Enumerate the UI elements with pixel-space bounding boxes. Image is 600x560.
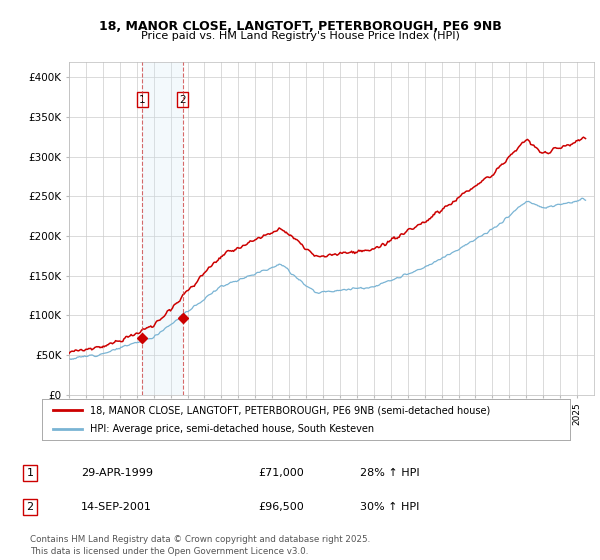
Text: £96,500: £96,500 [258,502,304,512]
Text: 18, MANOR CLOSE, LANGTOFT, PETERBOROUGH, PE6 9NB: 18, MANOR CLOSE, LANGTOFT, PETERBOROUGH,… [98,20,502,32]
Text: 2: 2 [26,502,34,512]
Text: 18, MANOR CLOSE, LANGTOFT, PETERBOROUGH, PE6 9NB (semi-detached house): 18, MANOR CLOSE, LANGTOFT, PETERBOROUGH,… [89,405,490,415]
Text: 2: 2 [179,95,186,105]
Text: 28% ↑ HPI: 28% ↑ HPI [360,468,419,478]
Bar [142,62,182,395]
Text: 1: 1 [139,95,146,105]
Text: 29-APR-1999: 29-APR-1999 [81,468,153,478]
Text: £71,000: £71,000 [258,468,304,478]
Text: Contains HM Land Registry data © Crown copyright and database right 2025.
This d: Contains HM Land Registry data © Crown c… [30,535,370,556]
Text: Price paid vs. HM Land Registry's House Price Index (HPI): Price paid vs. HM Land Registry's House … [140,31,460,41]
Text: 30% ↑ HPI: 30% ↑ HPI [360,502,419,512]
Text: 14-SEP-2001: 14-SEP-2001 [81,502,152,512]
Text: 1: 1 [26,468,34,478]
Text: HPI: Average price, semi-detached house, South Kesteven: HPI: Average price, semi-detached house,… [89,424,374,433]
